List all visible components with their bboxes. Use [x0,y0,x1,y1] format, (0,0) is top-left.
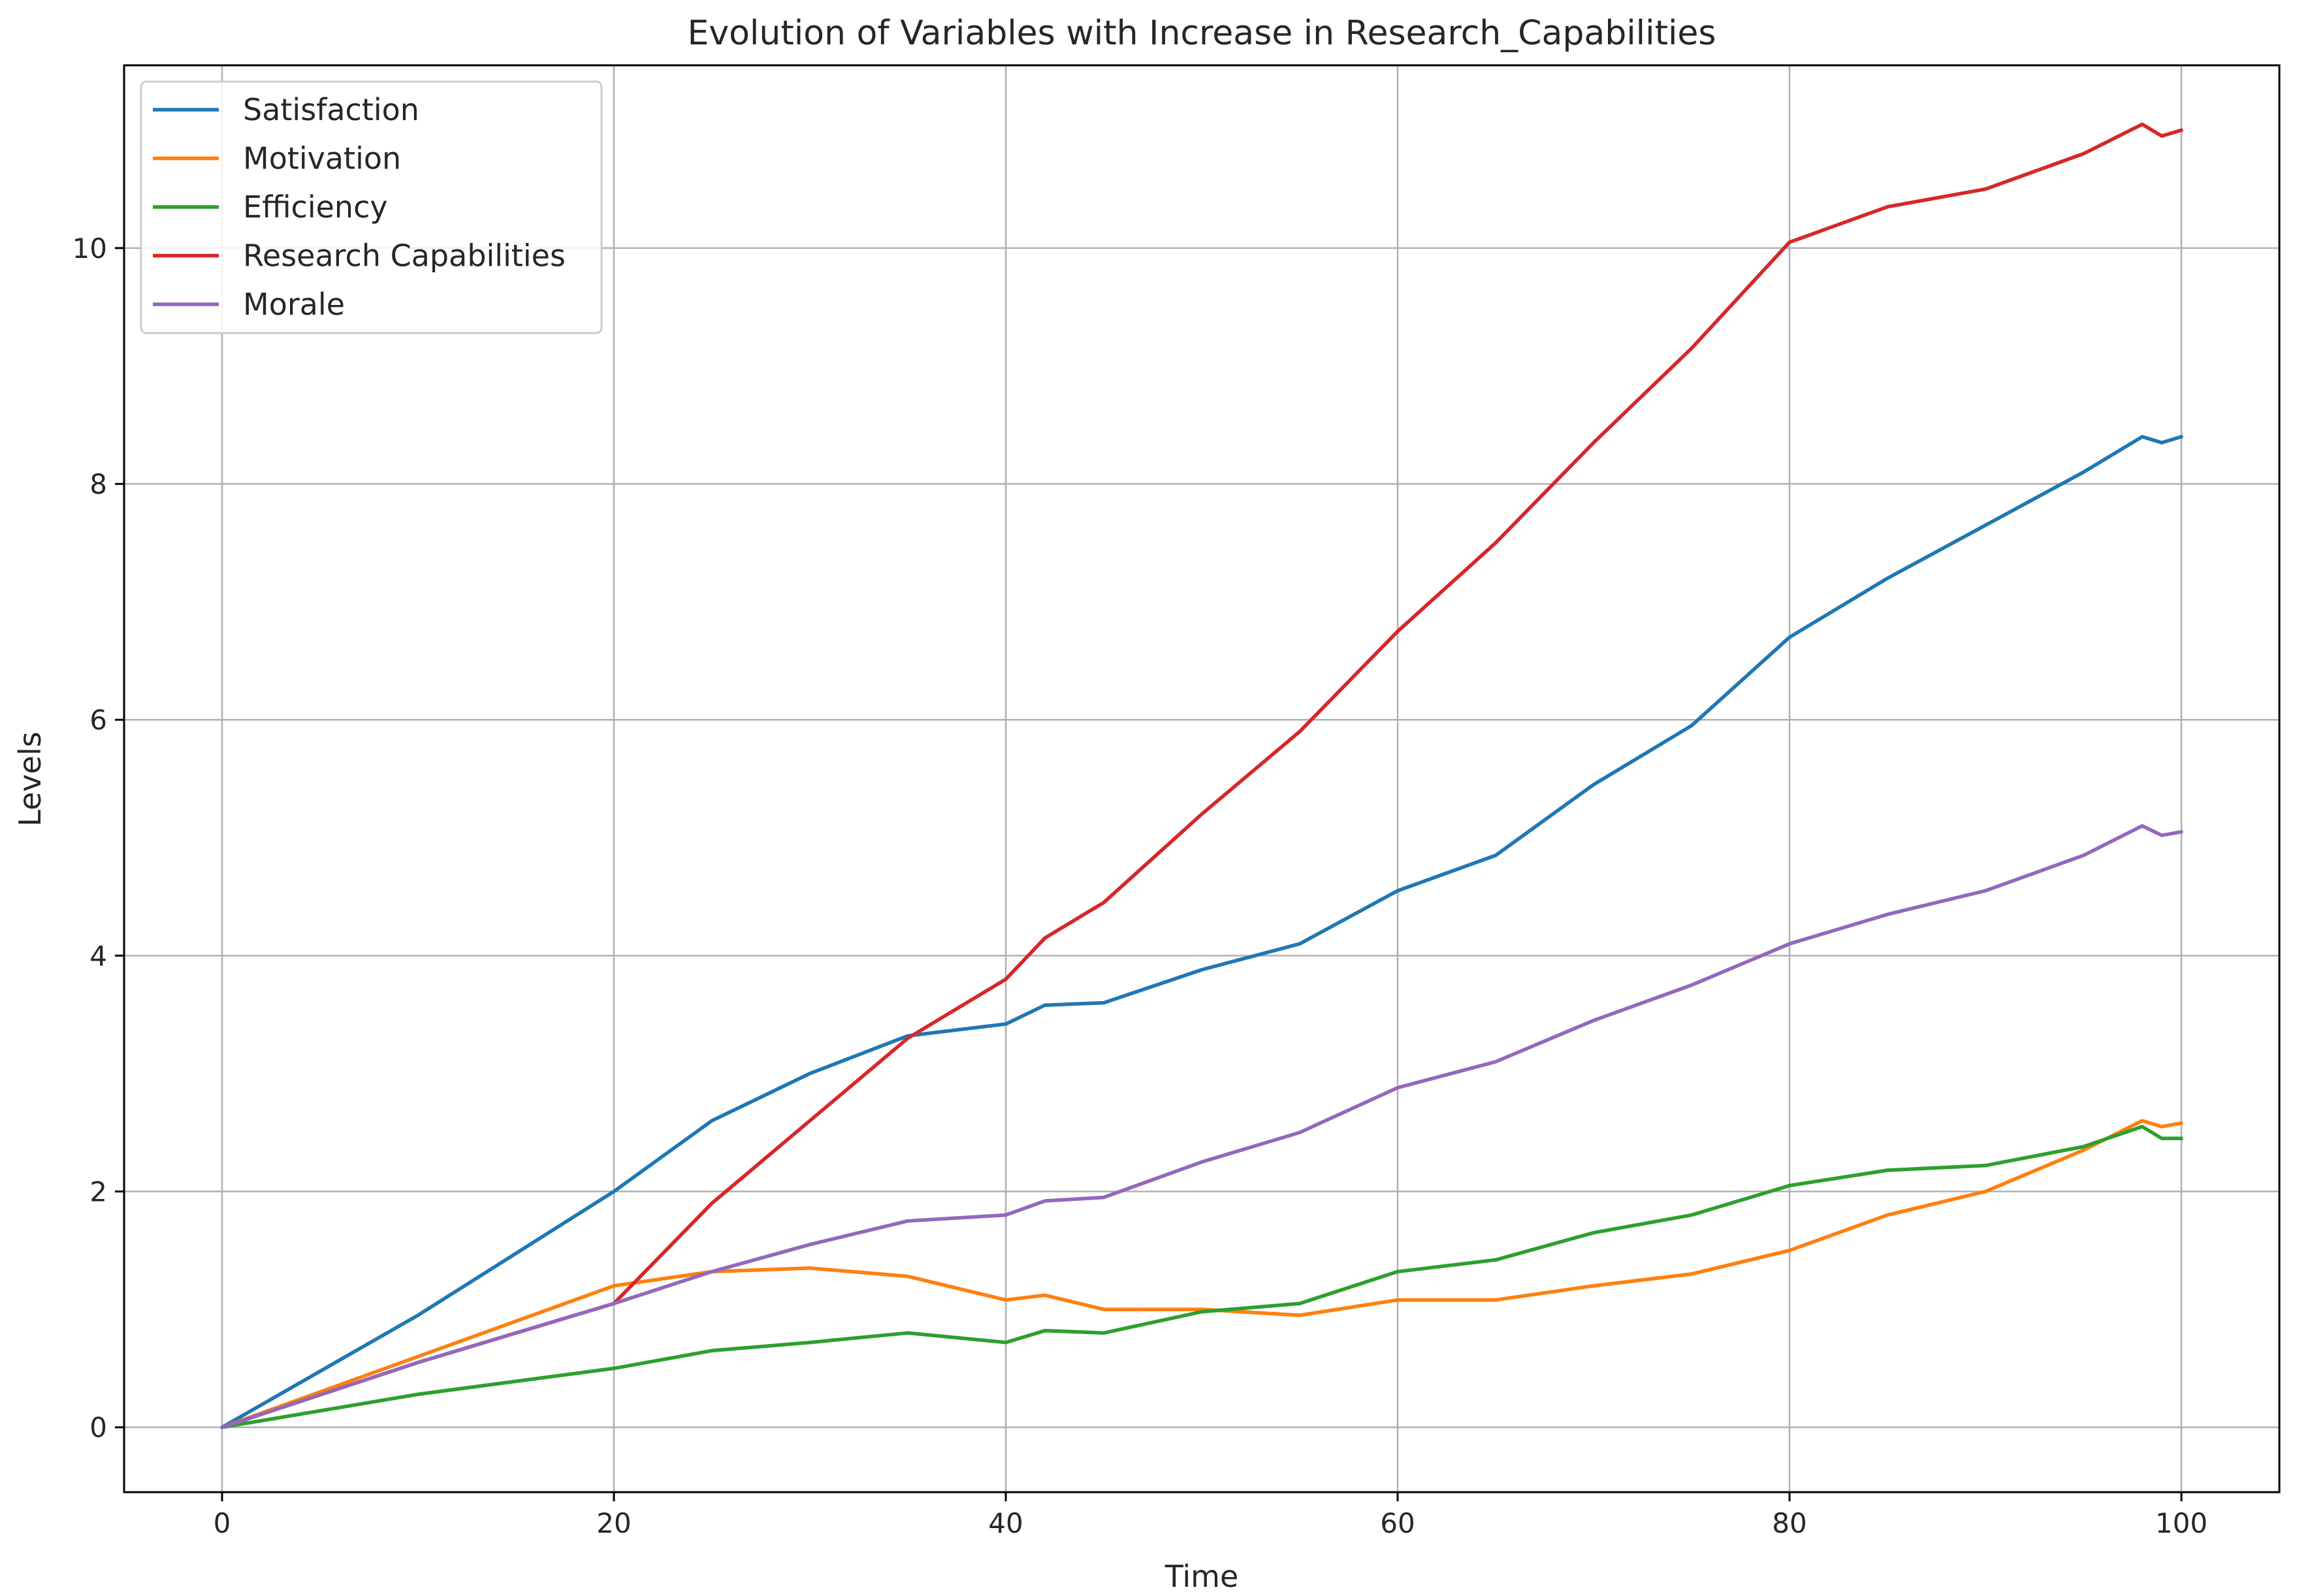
x-tick-label: 100 [2155,1507,2208,1539]
y-tick-label: 10 [72,232,107,264]
x-tick-label: 0 [214,1507,231,1539]
plot-frame [123,64,2281,1493]
legend-label-morale: Morale [243,287,345,322]
series-line-satisfaction [220,435,2183,1429]
axis-ticks: 0 20 40 60 80 100 0 2 4 6 8 10 [72,232,2208,1539]
legend-box [140,80,603,334]
y-axis-label: Levels [12,731,48,826]
grid-lines [124,65,2279,1492]
x-tick-label: 80 [1772,1507,1807,1539]
legend-label-efficiency: Efficiency [243,189,388,225]
chart-title: Evolution of Variables with Increase in … [687,14,1716,53]
legend-label-satisfaction: Satisfaction [243,92,419,127]
legend-label-research-capabilities: Research Capabilities [243,238,566,274]
y-tick-label: 6 [89,704,107,736]
series-line-morale [220,823,2183,1429]
y-tick-label: 8 [89,468,107,500]
series-line-motivation [220,1119,2183,1429]
legend: Satisfaction Motivation Efficiency Research… [140,80,603,334]
y-tick-label: 4 [89,940,107,972]
x-axis-label: Time [1165,1559,1239,1594]
legend-label-motivation: Motivation [243,141,401,176]
y-tick-label: 0 [89,1412,107,1444]
x-tick-label: 20 [596,1507,631,1539]
y-tick-label: 2 [89,1176,107,1208]
series-line-efficiency [220,1125,2183,1429]
x-tick-label: 40 [988,1507,1023,1539]
x-tick-label: 60 [1380,1507,1415,1539]
series-line-research-capabilities [220,122,2183,1429]
series-lines [220,122,2183,1429]
